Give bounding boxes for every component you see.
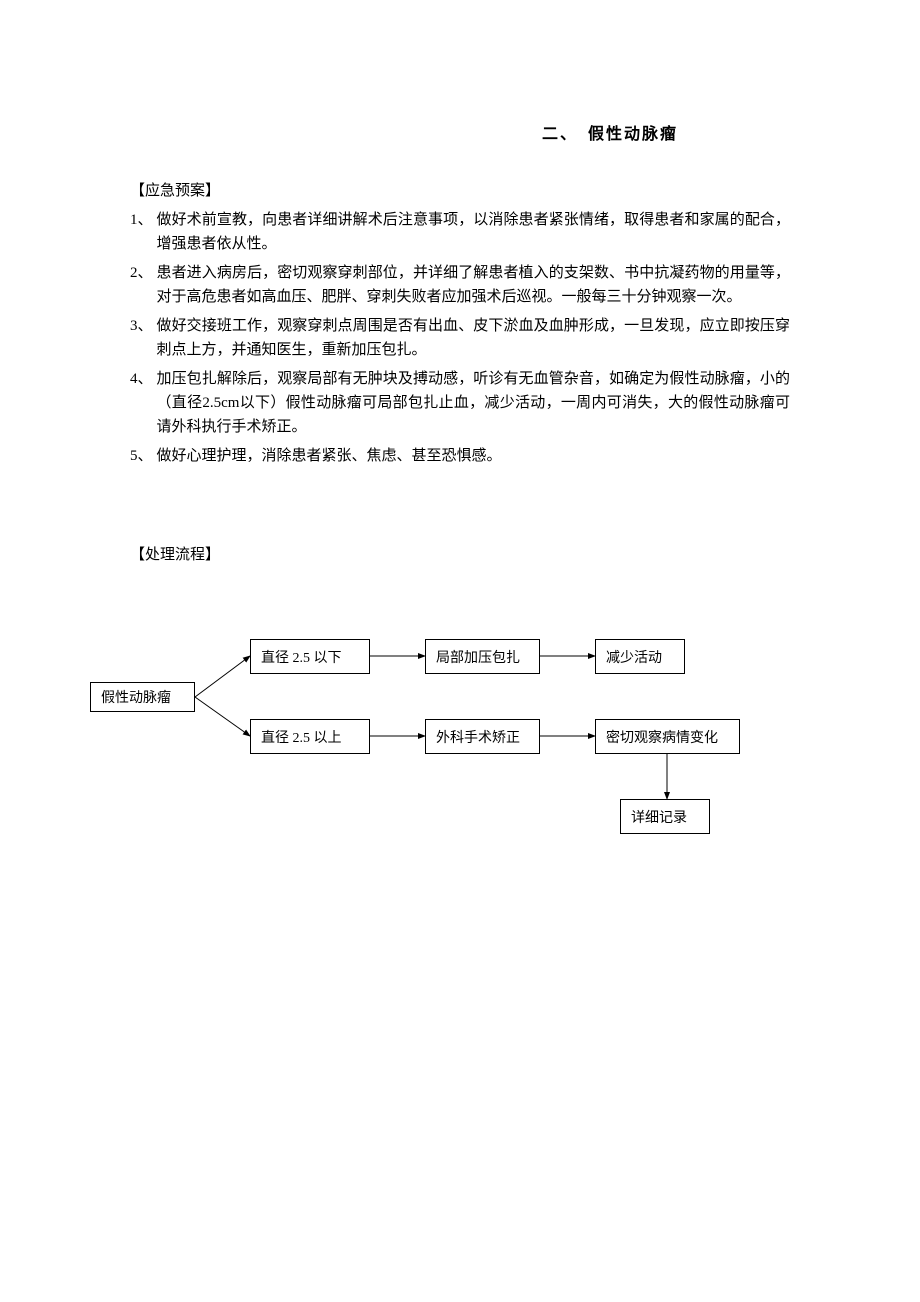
list-number: 4、 <box>130 367 153 439</box>
flow-node-start: 假性动脉瘤 <box>90 682 195 712</box>
flowchart: 假性动脉瘤 直径 2.5 以下直径 2.5 以上 局部加压包扎外科手术矫正 减少活动密… <box>90 624 750 884</box>
flow-node-reduce: 减少活动 <box>595 639 685 674</box>
process-flow-section: 【处理流程】 假性动脉瘤直径 2.5 以下直径 2.5 以上局部加压包扎外科手术… <box>130 543 790 884</box>
list-text: 做好术前宣教，向患者详细讲解术后注意事项，以消除患者紧张情绪，取得患者和家属的配… <box>157 208 790 256</box>
flow-node-observe: 密切观察病情变化 <box>595 719 740 754</box>
section-header-process: 【处理流程】 <box>130 543 790 564</box>
list-item: 4、 加压包扎解除后，观察局部有无肿块及搏动感，听诊有无血管杂音，如确定为假性动… <box>130 367 790 439</box>
list-item: 3、 做好交接班工作，观察穿刺点周围是否有出血、皮下淤血及血肿形成，一旦发现，应… <box>130 314 790 362</box>
list-number: 1、 <box>130 208 153 256</box>
flow-node-record: 详细记录 <box>620 799 710 834</box>
emergency-list: 1、 做好术前宣教，向患者详细讲解术后注意事项，以消除患者紧张情绪，取得患者和家… <box>130 208 790 468</box>
flow-node-compress: 局部加压包扎 <box>425 639 540 674</box>
list-text: 患者进入病房后，密切观察穿刺部位，并详细了解患者植入的支架数、书中抗凝药物的用量… <box>157 261 790 309</box>
list-number: 5、 <box>130 444 153 468</box>
list-item: 2、 患者进入病房后，密切观察穿刺部位，并详细了解患者植入的支架数、书中抗凝药物… <box>130 261 790 309</box>
list-text: 加压包扎解除后，观察局部有无肿块及搏动感，听诊有无血管杂音，如确定为假性动脉瘤，… <box>157 367 790 439</box>
flow-node-surgery: 外科手术矫正 <box>425 719 540 754</box>
section-header-emergency: 【应急预案】 <box>130 179 790 200</box>
list-text: 做好心理护理，消除患者紧张、焦虑、甚至恐惧感。 <box>157 444 790 468</box>
list-item: 1、 做好术前宣教，向患者详细讲解术后注意事项，以消除患者紧张情绪，取得患者和家… <box>130 208 790 256</box>
flow-node-large: 直径 2.5 以上 <box>250 719 370 754</box>
list-text: 做好交接班工作，观察穿刺点周围是否有出血、皮下淤血及血肿形成，一旦发现，应立即按… <box>157 314 790 362</box>
list-number: 2、 <box>130 261 153 309</box>
flow-edge <box>195 656 250 697</box>
page-title: 二、 假性动脉瘤 <box>130 120 790 144</box>
list-number: 3、 <box>130 314 153 362</box>
list-item: 5、 做好心理护理，消除患者紧张、焦虑、甚至恐惧感。 <box>130 444 790 468</box>
flow-node-small: 直径 2.5 以下 <box>250 639 370 674</box>
flow-edge <box>195 697 250 736</box>
